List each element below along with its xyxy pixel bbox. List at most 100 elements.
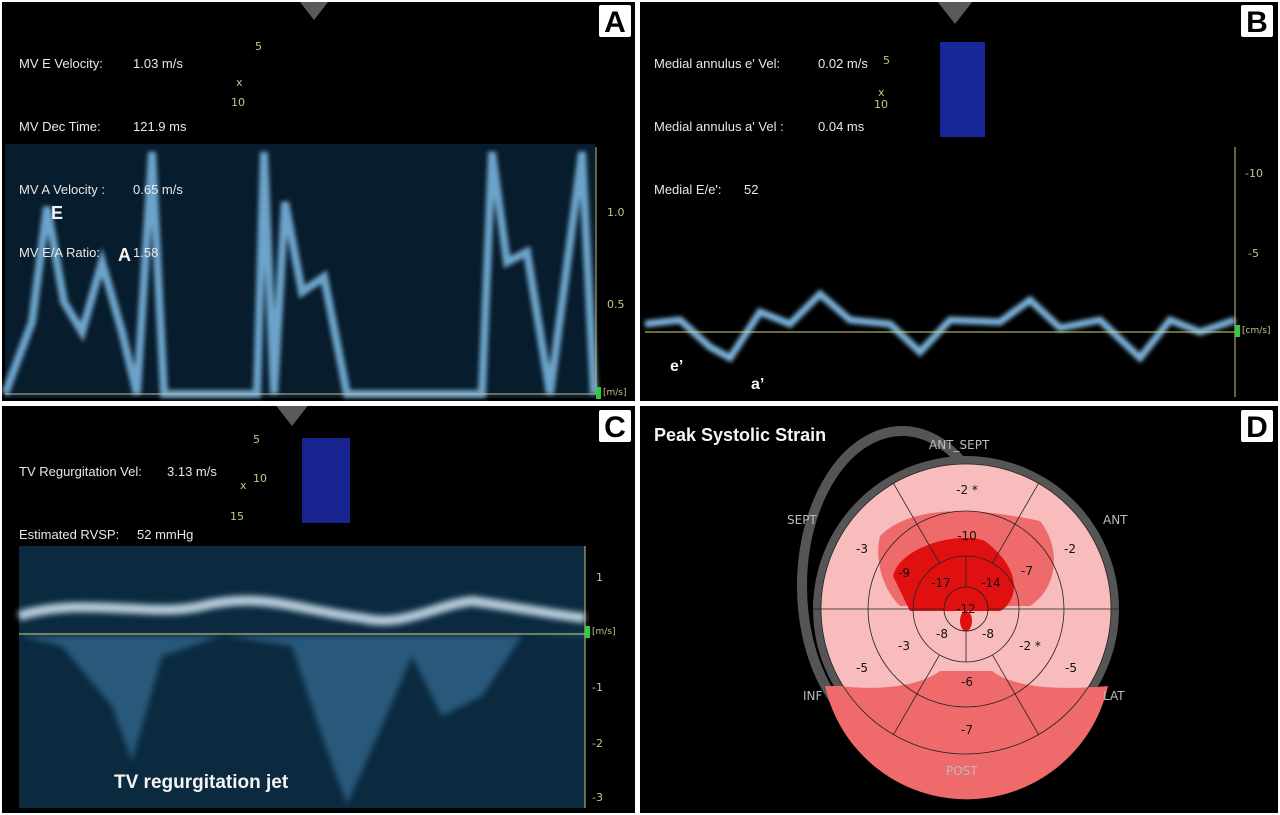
mv-a-velocity-value: 0.65 m/s — [133, 182, 183, 197]
panel-d-title: Peak Systolic Strain — [654, 425, 827, 445]
tv-regurgitation-vel-label: TV Regurgitation Vel: — [19, 464, 142, 479]
panel-a-tick-1-0: 1.0 — [607, 206, 625, 219]
segment-divider-3 — [893, 654, 940, 735]
mid-anterior-value: -7 — [1021, 564, 1033, 578]
panel-c: TV Regurgitation Vel: 3.13 m/s Estimated … — [2, 406, 635, 813]
apical-lateral-value: -8 — [982, 627, 994, 641]
mid-anteroseptal-value: -10 — [957, 529, 977, 543]
tv-regurgitation-envelope — [17, 595, 586, 804]
panel-b-tick-minus-10: -10 — [1245, 167, 1263, 180]
mv-e-velocity-label: MV E Velocity: — [19, 56, 103, 71]
panel-b-depth-5: 5 — [883, 54, 890, 67]
panel-a-a-wave-label: A — [118, 245, 131, 265]
panel-a-measurements: MV E Velocity: 1.03 m/s MV Dec Time: 121.9… — [19, 11, 186, 305]
mid-lateral-value: -2 * — [1019, 639, 1041, 653]
label-inf: INF — [803, 689, 823, 703]
mv-e-velocity-value: 1.03 m/s — [133, 56, 183, 71]
tv-regurgitation-vel-value: 3.13 m/s — [167, 464, 217, 479]
color-doppler-box — [940, 42, 985, 137]
panel-a: MV E Velocity: 1.03 m/s MV Dec Time: 121.9… — [2, 2, 635, 401]
mv-a-velocity-label: MV A Velocity : — [19, 182, 105, 197]
panel-a-depth-x: x — [236, 76, 243, 89]
tissue-doppler-envelope — [644, 289, 1237, 364]
mv-ea-ratio-label: MV E/A Ratio: — [19, 245, 100, 260]
panel-c-tick-minus-1: -1 — [592, 681, 603, 694]
panel-a-unit-marker — [596, 387, 601, 399]
apex-value: -12 — [956, 602, 976, 616]
panel-c-depth-10: 10 — [253, 472, 267, 485]
label-sept: SEPT — [787, 513, 817, 527]
label-ant-sept: ANT_SEPT — [929, 438, 990, 452]
panel-b-letter: B — [1239, 3, 1275, 39]
panel-b: Medial annulus e' Vel: 0.02 m/s Medial an… — [640, 2, 1278, 401]
panel-c-measurements: TV Regurgitation Vel: 3.13 m/s Estimated … — [19, 419, 217, 587]
panel-b-depth-10: 10 — [874, 98, 888, 111]
forward-flow-band — [17, 595, 586, 626]
echo-sector-image — [299, 2, 329, 20]
apical-anterior-value: -14 — [981, 576, 1001, 590]
mitral-inflow-trace — [2, 151, 598, 398]
medial-e-prime-value: 0.02 m/s — [818, 56, 868, 71]
bullseye-strain-plot — [797, 426, 1119, 800]
basal-septal-value: -3 — [856, 542, 868, 556]
panel-a-depth-5: 5 — [255, 40, 262, 53]
estimated-rvsp-value: 52 mmHg — [137, 527, 194, 542]
panel-b-tissue-doppler-graphics — [644, 2, 1237, 397]
label-lat: LAT — [1103, 689, 1125, 703]
apical-septal-value: -17 — [931, 576, 951, 590]
panel-c-letter: C — [597, 408, 633, 444]
moderate-region-bottom — [825, 671, 1108, 800]
mid-septal-value: -9 — [898, 566, 910, 580]
medial-a-prime-value: 0.04 ms — [818, 119, 865, 134]
panel-c-unit-marker — [585, 626, 590, 638]
panel-c-depth-5: 5 — [253, 433, 260, 446]
panel-a-tick-0-5: 0.5 — [607, 298, 625, 311]
panel-b-tick-minus-5: -5 — [1248, 247, 1259, 260]
tissue-doppler-trace — [644, 289, 1237, 364]
panel-b-unit-marker — [1235, 325, 1240, 337]
panel-b-unit: [cm/s] — [1242, 326, 1271, 336]
panel-a-unit: [m/s] — [603, 388, 627, 398]
mv-ea-ratio-value: 1.58 — [133, 245, 159, 260]
severe-region — [893, 537, 1014, 611]
panel-a-depth-10: 10 — [231, 96, 245, 109]
tv-regurgitation-jet-label: TV regurgitation jet — [114, 772, 289, 793]
segment-divider-0 — [992, 483, 1039, 564]
basal-lateral-value: -5 — [1065, 661, 1077, 675]
label-ant: ANT — [1103, 513, 1128, 527]
basal-inferior-value: -5 — [856, 661, 868, 675]
medial-a-prime-label: Medial annulus a' Vel : — [654, 119, 784, 134]
panel-b-a-prime-label: a’ — [751, 376, 765, 393]
medial-e-over-e-prime-label: Medial E/e': — [654, 182, 722, 197]
color-doppler-box — [302, 438, 350, 523]
estimated-rvsp-label: Estimated RVSP: — [19, 527, 120, 542]
panel-c-tick-1: 1 — [596, 571, 603, 584]
panel-a-e-wave-label: E — [51, 203, 64, 223]
basal-anteroseptal-value: -2 * — [956, 483, 978, 497]
panel-a-letter: A — [597, 3, 633, 39]
mv-dec-time-value: 121.9 ms — [133, 119, 187, 134]
medial-e-over-e-prime-value: 52 — [744, 182, 759, 197]
panel-a-doppler-graphics — [2, 2, 598, 398]
severe-apex-spot — [960, 611, 972, 631]
panel-d: Peak Systolic Strain ANT_SEPT ANT SEPT I… — [640, 406, 1278, 813]
panel-b-measurements: Medial annulus e' Vel: 0.02 m/s Medial an… — [654, 11, 868, 242]
basal-posterior-value: -7 — [961, 723, 973, 737]
segment-divider-2 — [992, 654, 1039, 735]
panel-c-tick-minus-3: -3 — [592, 791, 603, 804]
echo-sector-image — [937, 2, 973, 24]
medial-e-prime-label: Medial annulus e' Vel: — [654, 56, 781, 71]
panel-c-depth-x: x — [240, 479, 247, 492]
mid-inferior-value: -3 — [898, 639, 910, 653]
apical-inferior-value: -8 — [936, 627, 948, 641]
label-post: POST — [946, 764, 978, 778]
panel-b-e-prime-label: e’ — [670, 358, 684, 375]
regurgitant-jet-fill — [19, 634, 585, 804]
panel-d-letter: D — [1239, 408, 1275, 444]
mitral-inflow-envelope — [2, 151, 598, 398]
panel-c-depth-15: 15 — [230, 510, 244, 523]
panel-c-unit: [m/s] — [592, 627, 616, 637]
panel-b-depth-x: x — [878, 86, 885, 99]
mid-posterior-value: -6 — [961, 675, 973, 689]
panel-c-tick-minus-2: -2 — [592, 737, 603, 750]
